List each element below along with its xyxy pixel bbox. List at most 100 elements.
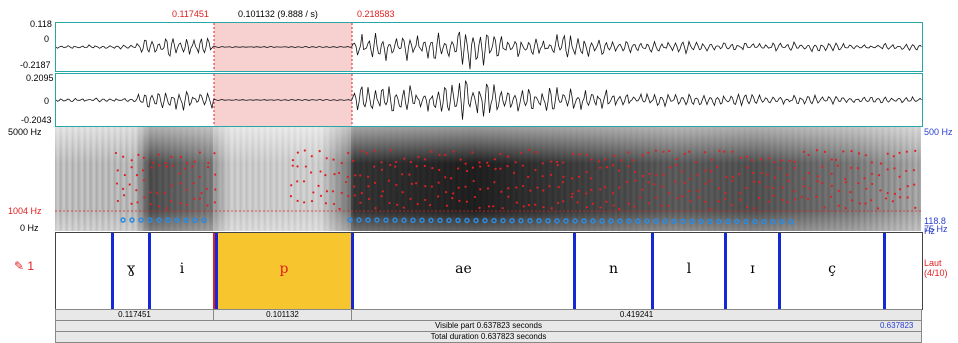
segment-label[interactable]: i: [179, 261, 185, 277]
waveform-channel-1[interactable]: [55, 22, 923, 72]
pitch-point: [716, 218, 722, 225]
pitch-point: [147, 217, 153, 223]
formant-point: [842, 150, 845, 153]
formant-point: [499, 152, 502, 156]
formant-point: [394, 160, 398, 164]
formant-point: [557, 201, 560, 205]
pitch-point: [428, 217, 434, 224]
formant-point: [746, 166, 749, 169]
formant-point: [529, 189, 532, 192]
formant-point: [683, 181, 686, 185]
formant-point: [373, 149, 376, 152]
formant-point: [766, 185, 769, 189]
interval-boundary[interactable]: [883, 233, 886, 309]
pitch-point: [419, 217, 425, 224]
formant-point: [430, 185, 434, 188]
formant-point: [444, 191, 448, 194]
formant-point: [760, 158, 763, 161]
formant-point: [703, 151, 706, 154]
formant-point: [200, 191, 203, 195]
formant-point: [534, 203, 537, 206]
formant-point: [830, 195, 833, 198]
formant-point: [634, 179, 637, 182]
segment-label[interactable]: l: [686, 261, 692, 277]
pitch-track: [120, 217, 794, 225]
formant-point: [169, 199, 173, 203]
pitch-point: [383, 217, 389, 223]
interval-boundary[interactable]: [724, 233, 727, 309]
segment-label[interactable]: ɪ: [750, 261, 755, 277]
formant-point: [431, 167, 434, 170]
formant-point: [116, 169, 119, 172]
segment-label[interactable]: ɣ: [126, 261, 136, 277]
formant-point: [512, 171, 516, 174]
segment-label-selected[interactable]: p: [279, 261, 289, 277]
formant-point: [892, 155, 895, 158]
formant-point: [205, 187, 208, 191]
formant-point: [731, 150, 734, 153]
formant-point: [179, 182, 182, 185]
selected-interval-highlight[interactable]: [215, 233, 352, 309]
formant-point: [381, 190, 384, 193]
formant-point: [807, 197, 810, 201]
waveform-channel-2[interactable]: [55, 73, 923, 127]
pitch-point: [491, 217, 497, 224]
interval-boundary-selected[interactable]: [213, 233, 215, 309]
formant-point: [410, 182, 413, 185]
formant-point: [709, 207, 712, 210]
formant-point: [178, 172, 182, 175]
formant-point: [870, 172, 874, 175]
interval-boundary[interactable]: [351, 233, 354, 309]
formant-point: [542, 189, 545, 192]
formant-point: [478, 161, 481, 164]
formant-point: [605, 200, 608, 203]
pitch-point: [536, 218, 542, 224]
formant-point: [171, 164, 174, 167]
pencil-icon[interactable]: ✎: [14, 259, 25, 273]
tier-interval-count: (4/10): [924, 268, 948, 278]
segment-label[interactable]: ae: [455, 261, 472, 277]
pitch-point: [392, 217, 398, 223]
interval-boundary[interactable]: [573, 233, 576, 309]
interval-boundary[interactable]: [651, 233, 654, 309]
formant-point: [688, 150, 691, 153]
formant-point: [898, 175, 901, 178]
formant-point: [571, 192, 574, 195]
formant-point: [213, 152, 216, 155]
formant-point: [627, 165, 630, 168]
spectrogram[interactable]: [55, 127, 921, 231]
formant-point: [739, 156, 742, 159]
formant-point: [739, 192, 742, 195]
segment-label[interactable]: ç: [828, 261, 836, 277]
formant-point: [627, 202, 630, 205]
formant-point: [641, 188, 644, 191]
interval-boundary[interactable]: [148, 233, 151, 309]
phoneme-tier[interactable]: ɣ i p ae n l ɪ ç: [55, 232, 923, 310]
segment-label[interactable]: n: [608, 261, 619, 277]
total-duration-bar[interactable]: Total duration 0.637823 seconds: [55, 331, 922, 343]
formant-point: [675, 157, 678, 161]
tier-name: Laut: [924, 258, 942, 268]
interval-boundary[interactable]: [111, 233, 114, 309]
interval-boundary[interactable]: [778, 233, 781, 309]
formant-point: [632, 159, 635, 162]
formant-point: [415, 182, 418, 185]
selection-duration: 0.101132 (9.888 / s): [238, 9, 318, 19]
formant-point: [541, 162, 544, 165]
formant-point: [688, 189, 691, 193]
formant-point: [772, 194, 775, 197]
pitch-point: [165, 217, 171, 223]
formant-point: [879, 189, 882, 192]
formant-point: [207, 161, 210, 164]
waveform-2-plot: [56, 74, 922, 126]
spectrogram-overlay: [55, 127, 921, 231]
pitch-point: [707, 218, 713, 225]
formant-point: [486, 187, 490, 190]
formant-point: [837, 204, 840, 207]
pitch-point: [752, 218, 758, 225]
formant-point: [472, 179, 475, 183]
interval-boundary[interactable]: [215, 233, 218, 309]
formant-point: [697, 196, 700, 199]
formant-point: [396, 203, 399, 206]
pitch-point: [635, 218, 641, 224]
